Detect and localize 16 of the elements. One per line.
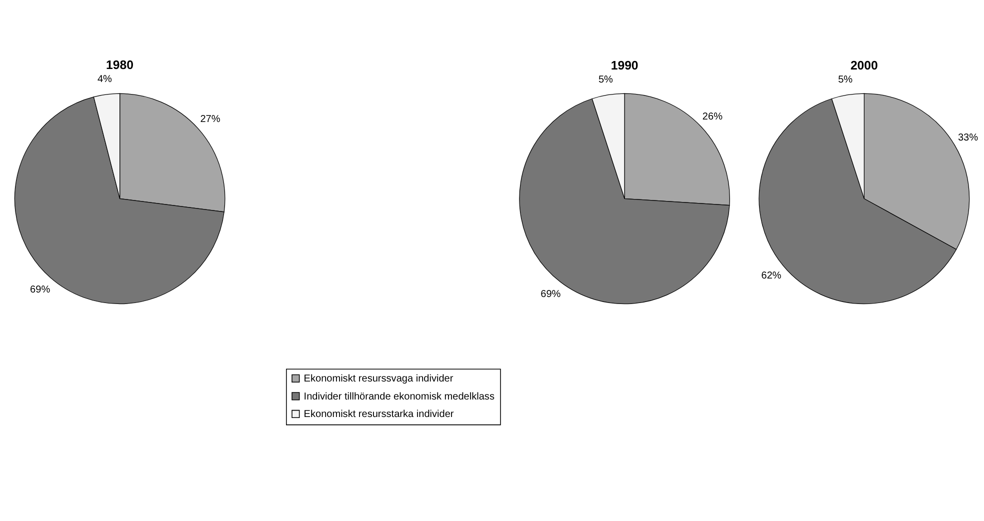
- data-label: 27%: [200, 114, 220, 126]
- legend-label: Individer tillhörande ekonomisk medelklass: [304, 391, 494, 402]
- chart-title: 2000: [850, 58, 878, 73]
- data-label: 62%: [761, 270, 782, 282]
- chart-title: 1980: [106, 58, 134, 72]
- legend-label: Ekonomiskt resursstarka individer: [304, 409, 454, 420]
- pie-slice: [14, 96, 224, 304]
- data-label: 69%: [30, 284, 50, 296]
- data-label: 26%: [702, 111, 723, 122]
- data-label: 4%: [97, 74, 112, 86]
- data-label: 5%: [838, 74, 853, 86]
- data-label: 5%: [598, 74, 614, 86]
- data-label: 69%: [540, 289, 561, 300]
- legend-label: Ekonomiskt resurssvaga individer: [304, 374, 454, 385]
- chart-title: 1990: [610, 58, 638, 73]
- data-label: 33%: [958, 132, 978, 144]
